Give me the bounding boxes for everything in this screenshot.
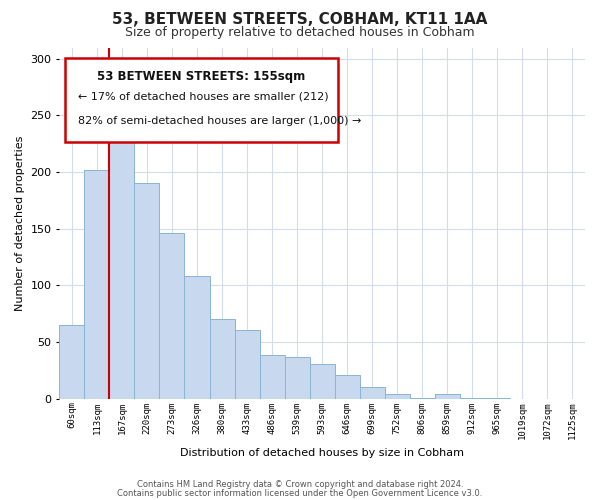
- Bar: [460, 398, 485, 399]
- Bar: [435, 394, 460, 399]
- X-axis label: Distribution of detached houses by size in Cobham: Distribution of detached houses by size …: [180, 448, 464, 458]
- Text: Contains public sector information licensed under the Open Government Licence v3: Contains public sector information licen…: [118, 489, 482, 498]
- Text: Contains HM Land Registry data © Crown copyright and database right 2024.: Contains HM Land Registry data © Crown c…: [137, 480, 463, 489]
- Bar: [209, 320, 235, 399]
- Bar: [184, 276, 209, 399]
- Bar: [284, 357, 310, 399]
- Bar: [134, 184, 160, 399]
- Text: 82% of semi-detached houses are larger (1,000) →: 82% of semi-detached houses are larger (…: [78, 116, 361, 126]
- Y-axis label: Number of detached properties: Number of detached properties: [15, 136, 25, 311]
- Bar: [260, 354, 284, 399]
- Bar: [160, 234, 184, 399]
- Text: ← 17% of detached houses are smaller (212): ← 17% of detached houses are smaller (21…: [78, 92, 328, 102]
- Bar: [85, 170, 109, 399]
- Bar: [485, 398, 510, 399]
- FancyBboxPatch shape: [65, 58, 338, 142]
- Bar: [360, 388, 385, 399]
- Text: Size of property relative to detached houses in Cobham: Size of property relative to detached ho…: [125, 26, 475, 39]
- Bar: [59, 325, 85, 399]
- Text: 53, BETWEEN STREETS, COBHAM, KT11 1AA: 53, BETWEEN STREETS, COBHAM, KT11 1AA: [112, 12, 488, 28]
- Bar: [310, 364, 335, 399]
- Bar: [385, 394, 410, 399]
- Bar: [235, 330, 260, 399]
- Bar: [109, 134, 134, 399]
- Bar: [410, 398, 435, 399]
- Bar: [335, 375, 360, 399]
- Text: 53 BETWEEN STREETS: 155sqm: 53 BETWEEN STREETS: 155sqm: [97, 70, 305, 84]
